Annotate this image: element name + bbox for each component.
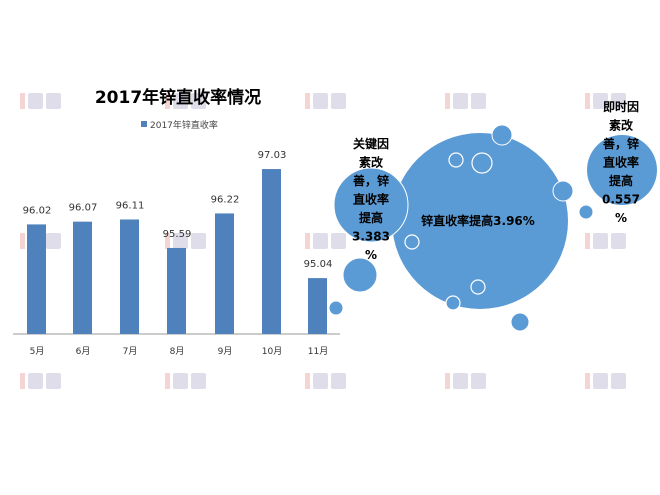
watermark-glyph-icon <box>593 233 608 249</box>
watermark-glyph-icon <box>191 93 206 109</box>
x-tick-label: 6月 <box>76 346 91 357</box>
watermark-glyph-icon <box>173 93 188 109</box>
x-tick-label: 10月 <box>262 346 282 357</box>
watermark-glyph-icon <box>593 373 608 389</box>
watermark-glyph-icon <box>453 93 468 109</box>
watermark-logo-icon <box>20 373 25 389</box>
left-bubble-label: % <box>365 248 377 262</box>
left-bubble-label: 素改 <box>359 155 384 170</box>
watermark-glyph-icon <box>313 233 328 249</box>
watermark-glyph-icon <box>611 233 626 249</box>
watermark-logo-icon <box>445 93 450 109</box>
data-label: 96.22 <box>211 194 240 205</box>
watermark-glyph-icon <box>611 373 626 389</box>
right-bubble-label: 素改 <box>609 118 634 133</box>
x-tick-label: 8月 <box>170 346 185 357</box>
right-bubble-label: 即时因 <box>603 99 639 114</box>
watermark-glyph-icon <box>191 373 206 389</box>
left-bubble-label: 直收率 <box>353 192 389 207</box>
right-bubble-label: 提高 <box>609 173 633 188</box>
watermark-glyph-icon <box>453 373 468 389</box>
x-tick-label: 11月 <box>308 346 328 357</box>
watermark-logo-icon <box>20 93 25 109</box>
small-bubble <box>510 312 530 332</box>
left-bubble-label: 关键因 <box>353 136 389 151</box>
watermark-glyph-icon <box>28 373 43 389</box>
watermark-glyph-icon <box>611 93 626 109</box>
data-label: 95.59 <box>163 229 192 240</box>
watermark-logo-icon <box>165 233 170 249</box>
watermark-glyph-icon <box>173 373 188 389</box>
x-tick-label: 5月 <box>30 346 45 357</box>
small-bubble <box>342 257 378 293</box>
bar <box>73 221 92 334</box>
watermark-glyph-icon <box>331 373 346 389</box>
watermark-logo-icon <box>585 233 590 249</box>
watermark-glyph-icon <box>46 233 61 249</box>
watermark-glyph-icon <box>46 93 61 109</box>
watermark-logo-icon <box>305 233 310 249</box>
small-bubble <box>328 300 344 316</box>
watermark-glyph-icon <box>313 373 328 389</box>
bar <box>167 247 186 334</box>
watermark-glyph-icon <box>28 93 43 109</box>
watermark-logo-icon <box>585 93 590 109</box>
left-bubble-label: 善，锌 <box>353 173 389 188</box>
bar <box>308 278 327 334</box>
watermark-logo-icon <box>165 373 170 389</box>
watermark-glyph-icon <box>191 233 206 249</box>
small-bubble-outline <box>470 279 486 295</box>
legend-label: 2017年锌直收率 <box>150 119 218 131</box>
data-label: 96.07 <box>69 203 98 214</box>
watermark-glyph-icon <box>471 93 486 109</box>
small-bubble <box>578 204 594 220</box>
data-label: 96.02 <box>23 205 52 216</box>
bar <box>215 213 234 334</box>
right-bubble <box>587 135 657 205</box>
data-label: 95.04 <box>304 259 333 270</box>
small-bubble <box>552 180 574 202</box>
right-bubble-label: % <box>615 211 627 225</box>
chart-title: 2017年锌直收率情况 <box>95 87 261 108</box>
small-bubble-outline <box>448 152 464 168</box>
left-bubble-label: 3.383 <box>352 230 390 244</box>
watermark-glyph-icon <box>46 373 61 389</box>
right-bubble-label: 0.557 <box>602 193 640 207</box>
main-bubble <box>392 133 568 309</box>
small-bubble-outline <box>445 295 461 311</box>
small-bubble-outline <box>471 152 493 174</box>
watermark-glyph-icon <box>471 373 486 389</box>
left-bubble-label: 提高 <box>359 210 383 225</box>
watermark-logo-icon <box>305 373 310 389</box>
watermark-glyph-icon <box>331 93 346 109</box>
x-tick-label: 7月 <box>123 346 138 357</box>
watermark-glyph-icon <box>593 93 608 109</box>
legend-swatch <box>141 121 147 127</box>
watermark-logo-icon <box>305 93 310 109</box>
watermark-glyph-icon <box>173 233 188 249</box>
data-label: 97.03 <box>258 150 287 161</box>
small-bubble <box>491 124 513 146</box>
x-tick-label: 9月 <box>218 346 233 357</box>
right-bubble-label: 直收率 <box>603 155 639 170</box>
watermark-logo-icon <box>165 93 170 109</box>
watermark-logo-icon <box>20 233 25 249</box>
data-label: 96.11 <box>116 200 145 211</box>
watermark-glyph-icon <box>331 233 346 249</box>
bar <box>120 219 139 334</box>
small-bubble-outline <box>404 234 420 250</box>
bar <box>262 169 281 334</box>
right-bubble-label: 善，锌 <box>603 136 639 151</box>
watermark-logo-icon <box>445 373 450 389</box>
main-bubble-label: 锌直收率提高3.96% <box>421 213 535 228</box>
bar <box>27 224 46 334</box>
left-bubble <box>333 167 409 243</box>
watermark-glyph-icon <box>313 93 328 109</box>
watermark-logo-icon <box>585 373 590 389</box>
